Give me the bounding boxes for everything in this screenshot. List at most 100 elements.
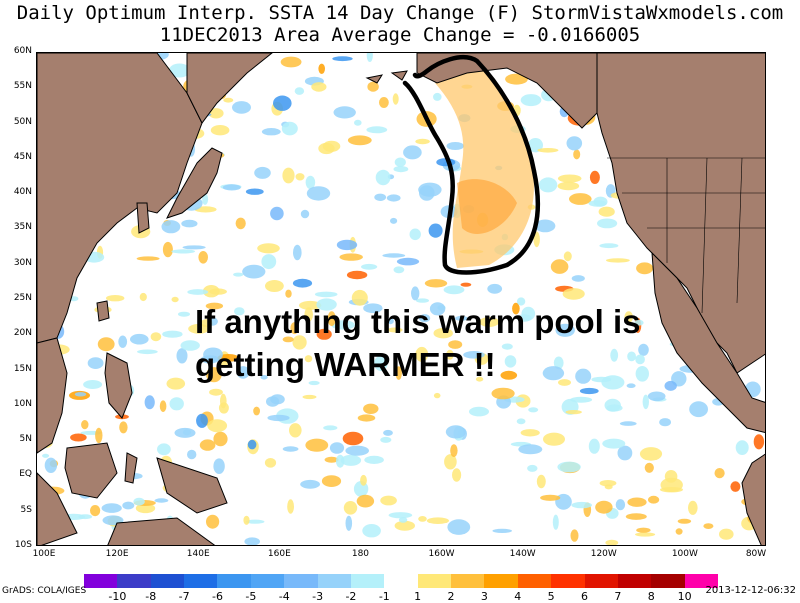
anomaly-blob: [208, 108, 224, 119]
kamchatka-landmass: [186, 53, 273, 124]
anomaly-blob: [501, 343, 513, 350]
colorbar-segment: [451, 574, 485, 588]
anomaly-blob: [487, 283, 503, 294]
anomaly-blob: [419, 314, 431, 323]
anomaly-blob: [122, 501, 135, 510]
lat-label: 30N: [13, 257, 32, 268]
anomaly-blob: [555, 323, 575, 337]
anomaly-blob: [433, 92, 442, 101]
anomaly-blob: [83, 380, 103, 389]
anomaly-blob: [133, 497, 145, 506]
anomaly-blob: [479, 317, 500, 327]
anomaly-blob: [569, 193, 592, 205]
anomaly-blob: [305, 175, 316, 190]
anomaly-blob: [463, 351, 485, 359]
anomaly-blob: [424, 279, 448, 288]
korea-landmass: [136, 202, 150, 234]
anomaly-blob: [295, 173, 305, 181]
central-america-landmass: [651, 251, 765, 434]
anomaly-blob: [308, 380, 320, 386]
colorbar-label: 1: [414, 590, 422, 603]
anomaly-blob: [571, 275, 585, 282]
anomaly-blob: [550, 259, 569, 274]
anomaly-blob: [247, 439, 257, 450]
anomaly-blob: [448, 340, 463, 349]
anomaly-blob: [106, 295, 125, 302]
lat-label: 5S: [20, 504, 32, 515]
anomaly-blob: [606, 404, 623, 412]
anomaly-blob: [393, 266, 405, 274]
anomaly-blob: [323, 425, 338, 431]
lat-label: 60N: [13, 46, 32, 56]
anomaly-blob: [287, 499, 294, 514]
anomaly-blob: [512, 302, 520, 315]
anomaly-blob: [390, 217, 398, 224]
lat-label: 45N: [13, 151, 32, 162]
anomaly-blob: [418, 182, 442, 197]
colorbar-label: -8: [145, 590, 157, 603]
anomaly-blob: [336, 239, 358, 251]
anomaly-blob: [688, 500, 698, 515]
anomaly-blob: [553, 356, 564, 370]
colorbar-label: -3: [312, 590, 324, 603]
anomaly-blob: [595, 500, 613, 514]
anomaly-blob: [260, 375, 268, 380]
anomaly-blob: [492, 528, 512, 533]
anomaly-blob: [659, 418, 671, 427]
lat-label: 15N: [13, 363, 32, 374]
warm-pool-contour: [402, 54, 541, 275]
anomaly-blob: [392, 93, 399, 105]
anomaly-blob: [357, 414, 376, 422]
anomaly-blob: [347, 135, 372, 146]
anomaly-blob: [293, 244, 302, 261]
anomaly-blob: [714, 468, 725, 479]
anomaly-blob: [388, 512, 413, 519]
annotation-line-2: getting WARMER !!: [195, 346, 496, 383]
colorbar-segment: [584, 574, 619, 588]
anomaly-blob: [78, 514, 93, 520]
anomaly-blob: [245, 519, 265, 524]
colorbar-segment: [217, 574, 252, 588]
anomaly-blob: [198, 251, 208, 264]
anomaly-blob: [597, 218, 618, 229]
anomaly-blob: [552, 514, 559, 530]
anomaly-blob: [44, 457, 58, 473]
lat-label: 40N: [13, 187, 32, 198]
anomaly-blob: [447, 519, 471, 535]
anomaly-blob: [162, 330, 183, 338]
anomaly-blob: [403, 145, 422, 160]
anomaly-blob: [455, 315, 468, 321]
anomaly-blob: [387, 327, 403, 333]
anomaly-blob: [367, 81, 379, 92]
anomaly-blob: [90, 505, 101, 517]
anomaly-blob: [563, 251, 572, 262]
anomaly-blob: [703, 523, 714, 529]
colorbar: [84, 574, 719, 588]
anomaly-blob: [396, 257, 420, 266]
colorbar-label: -4: [278, 590, 290, 603]
anomaly-blob: [304, 307, 314, 322]
anomaly-blob: [161, 220, 181, 234]
anomaly-blob: [196, 413, 208, 428]
anomaly-blob: [504, 355, 517, 368]
colorbar-label: 10: [677, 590, 692, 603]
anomaly-blob: [528, 138, 543, 153]
anomaly-blob: [575, 368, 592, 384]
anomaly-blob: [598, 206, 615, 217]
anomaly-blob: [162, 241, 173, 258]
colorbar-label: 6: [581, 590, 589, 603]
anomaly-blob: [235, 217, 246, 230]
anomaly-blob: [300, 479, 320, 489]
anomaly-blob: [157, 443, 171, 456]
anomaly-blob: [302, 394, 317, 400]
anomaly-blob: [207, 317, 218, 326]
anomaly-blob: [411, 286, 420, 301]
anomaly-blob: [321, 475, 342, 487]
colorbar-segment: [350, 574, 385, 588]
colorbar-segment: [484, 574, 519, 588]
colorbar-segment: [150, 574, 185, 588]
anomaly-blob: [233, 272, 244, 277]
colorbar-segment: [117, 574, 152, 588]
colorbar-segment: [651, 574, 686, 588]
anomaly-blob: [538, 177, 558, 193]
